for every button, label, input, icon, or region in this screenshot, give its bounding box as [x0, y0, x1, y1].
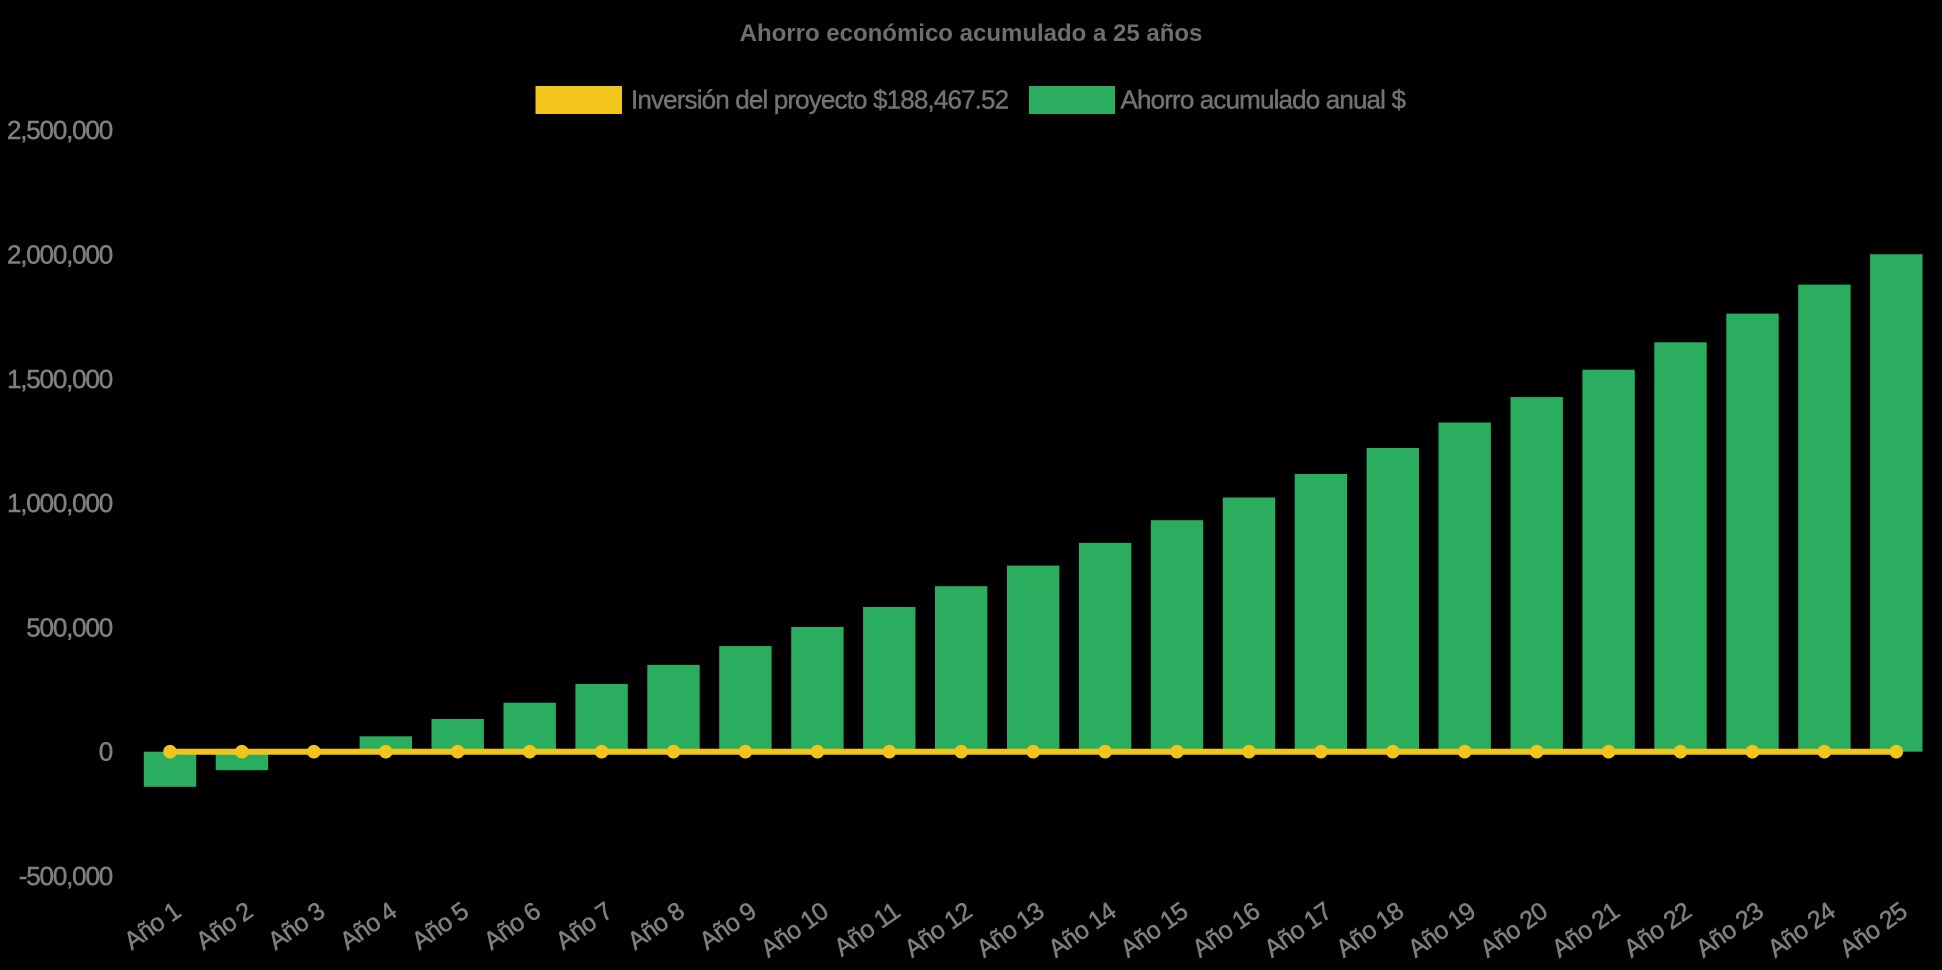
svg-text:2,000,000: 2,000,000 [7, 240, 113, 270]
svg-text:-500,000: -500,000 [19, 861, 113, 891]
svg-text:1,000,000: 1,000,000 [7, 488, 113, 518]
svg-text:0: 0 [99, 737, 113, 767]
svg-text:2,500,000: 2,500,000 [7, 115, 113, 145]
svg-text:Ahorro económico acumulado a 2: Ahorro económico acumulado a 25 años [740, 20, 1203, 47]
svg-text:500,000: 500,000 [26, 612, 112, 642]
svg-text:1,500,000: 1,500,000 [7, 364, 113, 394]
svg-text:Ahorro acumulado anual $: Ahorro acumulado anual $ [1121, 85, 1407, 115]
svg-text:Inversión del proyecto $188,46: Inversión del proyecto $188,467.52 [631, 85, 1009, 115]
